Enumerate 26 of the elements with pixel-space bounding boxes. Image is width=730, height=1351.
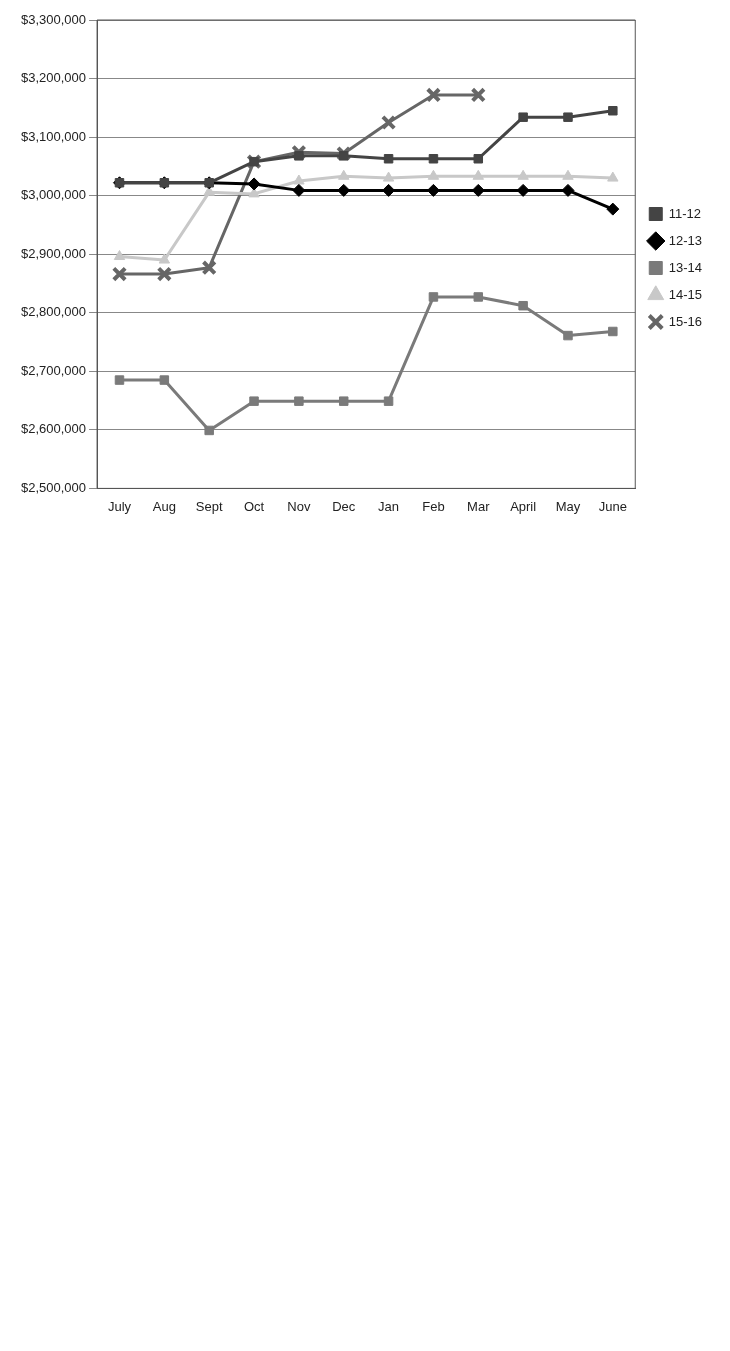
legend-label: 14-15 — [668, 286, 702, 302]
x-tick-label: Mar — [467, 498, 491, 514]
y-tick-label: $2,900,000 — [20, 245, 87, 261]
y-tick-label: $2,500,000 — [20, 479, 87, 495]
x-tick-label: May — [555, 498, 581, 514]
x-tick-label: Nov — [287, 498, 311, 514]
x-tick-label: Oct — [243, 498, 265, 514]
y-tick-label: $3,300,000 — [20, 11, 87, 27]
x-tick-label: April — [510, 498, 537, 514]
legend-label: 15-16 — [668, 313, 702, 329]
x-tick-label: Dec — [332, 498, 356, 514]
x-tick-label: Jan — [378, 498, 400, 514]
y-tick-label: $3,000,000 — [20, 187, 87, 203]
x-tick-label: July — [107, 498, 132, 514]
legend-label: 12-13 — [668, 232, 702, 248]
x-tick-label: June — [598, 498, 627, 514]
y-tick-label: $2,800,000 — [20, 304, 87, 320]
y-tick-label: $2,600,000 — [20, 421, 87, 437]
x-tick-label: Feb — [422, 498, 445, 514]
x-tick-label: Aug — [152, 498, 176, 514]
x-tick-label: Sept — [195, 498, 223, 514]
y-tick-label: $2,700,000 — [20, 362, 87, 378]
y-tick-label: $3,100,000 — [20, 128, 87, 144]
y-tick-label: $3,200,000 — [20, 70, 87, 86]
legend-label: 11-12 — [668, 205, 702, 221]
legend-label: 13-14 — [668, 259, 702, 275]
